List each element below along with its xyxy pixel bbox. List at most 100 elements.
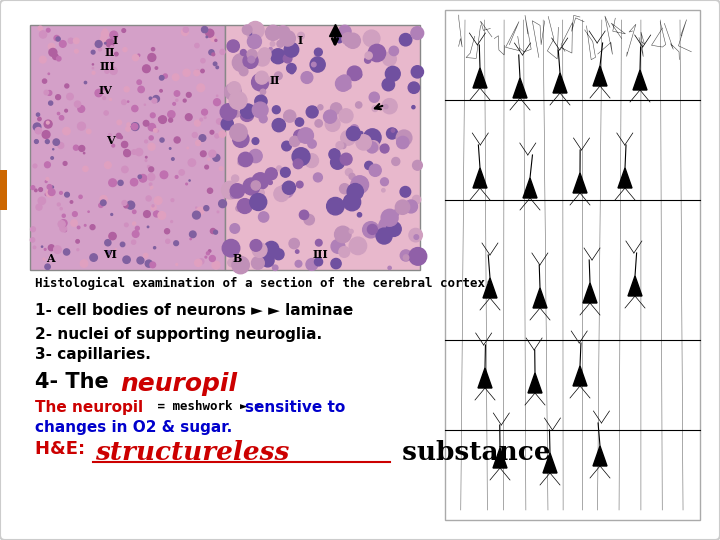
Circle shape xyxy=(53,139,60,145)
Circle shape xyxy=(125,223,128,227)
Circle shape xyxy=(117,120,122,125)
Circle shape xyxy=(99,48,102,51)
Circle shape xyxy=(37,117,41,120)
Circle shape xyxy=(187,147,189,149)
Circle shape xyxy=(74,49,78,53)
Circle shape xyxy=(73,212,77,217)
Circle shape xyxy=(236,206,241,211)
Polygon shape xyxy=(573,366,587,386)
Circle shape xyxy=(217,119,222,124)
Circle shape xyxy=(148,165,150,168)
Circle shape xyxy=(176,99,178,102)
Circle shape xyxy=(382,78,395,91)
Circle shape xyxy=(240,108,253,122)
Circle shape xyxy=(251,181,261,190)
Circle shape xyxy=(46,189,54,197)
Circle shape xyxy=(153,247,156,249)
Circle shape xyxy=(63,161,67,165)
Circle shape xyxy=(308,140,316,148)
Circle shape xyxy=(230,224,240,233)
Circle shape xyxy=(79,145,85,151)
Circle shape xyxy=(100,195,107,202)
Circle shape xyxy=(55,94,60,99)
Circle shape xyxy=(356,72,361,78)
Circle shape xyxy=(110,68,117,75)
Circle shape xyxy=(95,90,102,97)
Circle shape xyxy=(90,254,97,261)
Circle shape xyxy=(115,248,117,249)
Circle shape xyxy=(269,76,276,84)
Circle shape xyxy=(365,52,372,59)
Circle shape xyxy=(68,38,73,43)
Circle shape xyxy=(289,70,294,74)
Circle shape xyxy=(280,31,295,46)
Circle shape xyxy=(149,167,153,172)
Circle shape xyxy=(73,145,78,150)
Circle shape xyxy=(91,50,95,54)
Circle shape xyxy=(181,29,189,36)
Circle shape xyxy=(42,79,47,83)
Circle shape xyxy=(77,249,78,251)
Polygon shape xyxy=(483,278,497,298)
Circle shape xyxy=(206,36,207,38)
Circle shape xyxy=(196,140,201,145)
Circle shape xyxy=(409,247,427,265)
Circle shape xyxy=(48,189,55,195)
Circle shape xyxy=(204,206,207,210)
Circle shape xyxy=(139,174,147,182)
Text: structureless: structureless xyxy=(95,440,289,465)
Circle shape xyxy=(35,189,37,192)
Polygon shape xyxy=(553,73,567,93)
Circle shape xyxy=(107,52,109,54)
Circle shape xyxy=(56,37,60,41)
Circle shape xyxy=(261,89,266,94)
Circle shape xyxy=(46,178,49,180)
Circle shape xyxy=(194,70,199,76)
Circle shape xyxy=(137,80,141,84)
Circle shape xyxy=(238,199,252,213)
Text: sensitive to: sensitive to xyxy=(245,400,346,415)
Circle shape xyxy=(325,117,340,131)
Text: IV: IV xyxy=(98,84,112,96)
Circle shape xyxy=(346,83,351,89)
Circle shape xyxy=(30,238,35,242)
Circle shape xyxy=(122,100,126,105)
Circle shape xyxy=(338,25,351,38)
Circle shape xyxy=(214,99,220,106)
Circle shape xyxy=(381,210,398,226)
Circle shape xyxy=(233,53,250,71)
Circle shape xyxy=(255,95,267,107)
Circle shape xyxy=(221,118,233,130)
Circle shape xyxy=(252,242,267,258)
Circle shape xyxy=(53,54,58,59)
Circle shape xyxy=(144,104,145,105)
Circle shape xyxy=(45,140,49,144)
Circle shape xyxy=(123,48,127,52)
Circle shape xyxy=(315,239,322,246)
Circle shape xyxy=(204,165,209,169)
Circle shape xyxy=(387,128,397,139)
Circle shape xyxy=(197,84,204,92)
Polygon shape xyxy=(533,288,547,308)
Circle shape xyxy=(36,204,42,210)
Circle shape xyxy=(252,138,258,144)
Circle shape xyxy=(54,246,61,253)
Circle shape xyxy=(145,140,148,143)
Circle shape xyxy=(396,130,412,146)
Circle shape xyxy=(202,26,207,33)
Text: neuropil: neuropil xyxy=(120,372,237,396)
Circle shape xyxy=(230,184,244,198)
Text: I: I xyxy=(297,35,302,45)
Circle shape xyxy=(173,103,176,105)
Circle shape xyxy=(35,140,38,144)
Circle shape xyxy=(60,208,62,210)
Circle shape xyxy=(73,38,79,44)
Circle shape xyxy=(153,96,159,102)
Circle shape xyxy=(272,119,285,132)
Circle shape xyxy=(323,110,337,123)
Circle shape xyxy=(131,123,139,131)
Circle shape xyxy=(183,69,190,76)
Circle shape xyxy=(240,50,246,56)
Circle shape xyxy=(86,130,91,134)
Circle shape xyxy=(94,43,96,44)
